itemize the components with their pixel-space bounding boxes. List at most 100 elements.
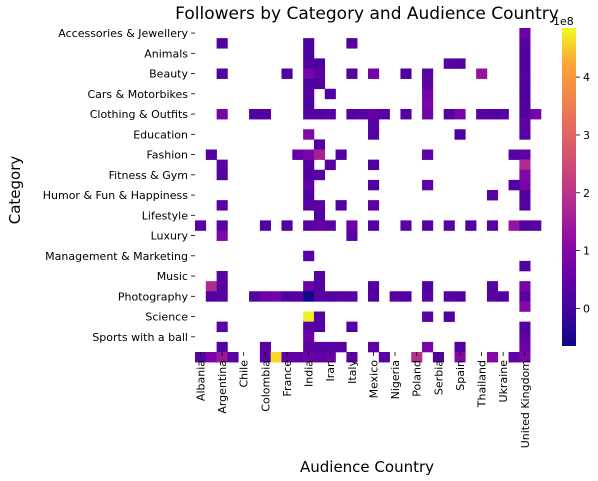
heatmap-cell — [519, 149, 531, 160]
heatmap-cell — [216, 291, 228, 302]
heatmap-cell — [519, 68, 531, 79]
heatmap-cell — [281, 220, 293, 231]
heatmap-cell — [368, 159, 380, 171]
heatmap-cell — [454, 109, 466, 120]
heatmap-cell — [519, 352, 531, 363]
heatmap-cell — [443, 311, 455, 322]
heatmap-cell — [346, 291, 358, 302]
heatmap-cell — [519, 159, 531, 171]
heatmap-cell — [519, 220, 531, 231]
heatmap-cell — [497, 109, 509, 120]
heatmap-cell — [313, 321, 326, 333]
x-tick-label: Albania — [194, 360, 207, 401]
x-axis-ticks: Albania Argentina Chile Colombia France India… — [194, 352, 532, 448]
heatmap-cell — [530, 109, 542, 120]
heatmap-cell — [519, 260, 531, 272]
heatmap-cell — [292, 291, 304, 302]
heatmap-cell — [378, 109, 390, 120]
heatmap-cell — [303, 98, 315, 110]
heatmap-cell — [368, 220, 380, 231]
heatmap-cell — [313, 109, 326, 120]
heatmap-cell — [486, 291, 499, 302]
heatmap-cell — [216, 352, 228, 363]
heatmap-cell — [303, 169, 315, 181]
heatmap-cell — [519, 78, 531, 90]
heatmap-cell — [303, 352, 315, 363]
chart-title: Followers by Category and Audience Count… — [175, 4, 559, 24]
x-tick-label: Serbia — [432, 360, 445, 395]
heatmap-cell — [368, 341, 380, 353]
y-tick-label: Clothing & Outfits — [90, 108, 189, 121]
x-tick-label: France — [281, 360, 294, 397]
colorbar-tick-label: 0 — [583, 302, 590, 315]
heatmap-cell — [346, 321, 358, 333]
colorbar-ticks: 0 1 2 3 4 — [576, 71, 590, 315]
heatmap-cell — [497, 291, 509, 302]
colorbar-tick-label: 1 — [583, 245, 590, 258]
heatmap-cell — [335, 200, 347, 211]
heatmap-cell — [519, 190, 531, 201]
heatmap-cell — [508, 352, 520, 363]
heatmap-cell — [205, 352, 217, 363]
colorbar-offset-label: 1e8 — [553, 15, 574, 28]
heatmap-cell — [454, 58, 466, 69]
heatmap-cell — [519, 169, 531, 181]
heatmap-cell — [519, 129, 531, 140]
heatmap-cell — [313, 58, 326, 69]
heatmap-cell — [281, 291, 293, 302]
heatmap-cell — [519, 38, 531, 49]
heatmap-cell — [476, 68, 488, 79]
y-tick-label: Beauty — [149, 68, 188, 81]
heatmap-cell — [303, 179, 315, 191]
y-tick-label: Music — [157, 270, 188, 283]
y-tick-label: Humor & Fun & Happiness — [43, 189, 189, 202]
heatmap-cell — [465, 220, 477, 231]
y-tick-label: Luxury — [151, 230, 189, 243]
heatmap-cell — [216, 230, 228, 241]
heatmap-cell — [249, 109, 261, 120]
colorbar-tick-label: 2 — [583, 187, 590, 200]
heatmap-cell — [508, 220, 520, 231]
heatmap-cell — [519, 98, 531, 110]
heatmap-cell — [400, 109, 412, 120]
heatmap-cell — [303, 321, 315, 333]
colorbar-tick-label: 3 — [583, 129, 590, 142]
heatmap-cell — [324, 291, 336, 302]
heatmap-cell — [216, 220, 228, 231]
y-tick-label: Accessories & Jewellery — [58, 27, 188, 40]
heatmap-cell — [324, 109, 336, 120]
heatmap-cell — [313, 352, 326, 363]
heatmap-cell — [422, 341, 434, 353]
heatmap-cell — [313, 68, 326, 79]
y-tick-label: Sports with a ball — [92, 331, 188, 344]
heatmap-cell — [270, 352, 282, 363]
heatmap-cell — [519, 48, 531, 59]
heatmap-cell — [303, 129, 315, 140]
heatmap-cell — [303, 48, 315, 59]
heatmap-cell — [519, 291, 531, 302]
x-tick-label: Iran — [324, 360, 337, 382]
heatmap-cell — [443, 109, 455, 120]
y-tick-label: Cars & Motorbikes — [87, 88, 188, 101]
heatmap-cell — [519, 58, 531, 69]
heatmap-cell — [324, 159, 336, 171]
heatmap-cell — [389, 291, 401, 302]
heatmap-cell — [368, 68, 380, 79]
heatmap-cell — [313, 78, 326, 90]
x-axis-label: Audience Country — [300, 458, 434, 476]
heatmap-cell — [324, 88, 336, 100]
y-tick-label: Photography — [118, 290, 189, 303]
heatmap-cell — [281, 352, 293, 363]
heatmap-cell — [313, 281, 326, 292]
heatmap-cell — [422, 281, 434, 292]
heatmap-cell — [346, 68, 358, 79]
heatmap-cell — [422, 98, 434, 110]
colorbar — [562, 28, 576, 346]
heatmap-cell — [335, 149, 347, 160]
heatmap-cell — [486, 109, 499, 120]
heatmap-cell — [324, 352, 336, 363]
heatmap-cell — [303, 281, 315, 292]
heatmap-cell — [411, 352, 423, 363]
heatmap-cell — [313, 210, 326, 221]
heatmap-cell — [519, 301, 531, 312]
